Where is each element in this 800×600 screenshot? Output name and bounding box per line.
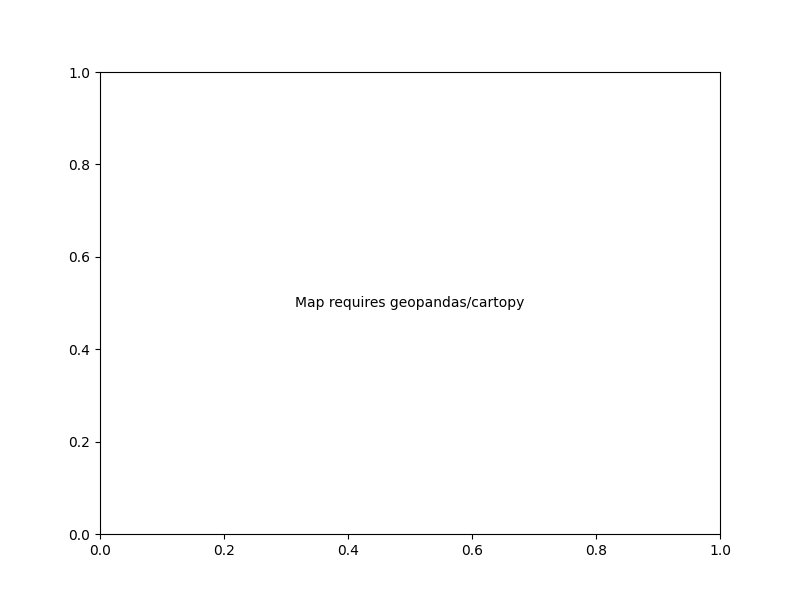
Text: Map requires geopandas/cartopy: Map requires geopandas/cartopy bbox=[295, 296, 525, 310]
